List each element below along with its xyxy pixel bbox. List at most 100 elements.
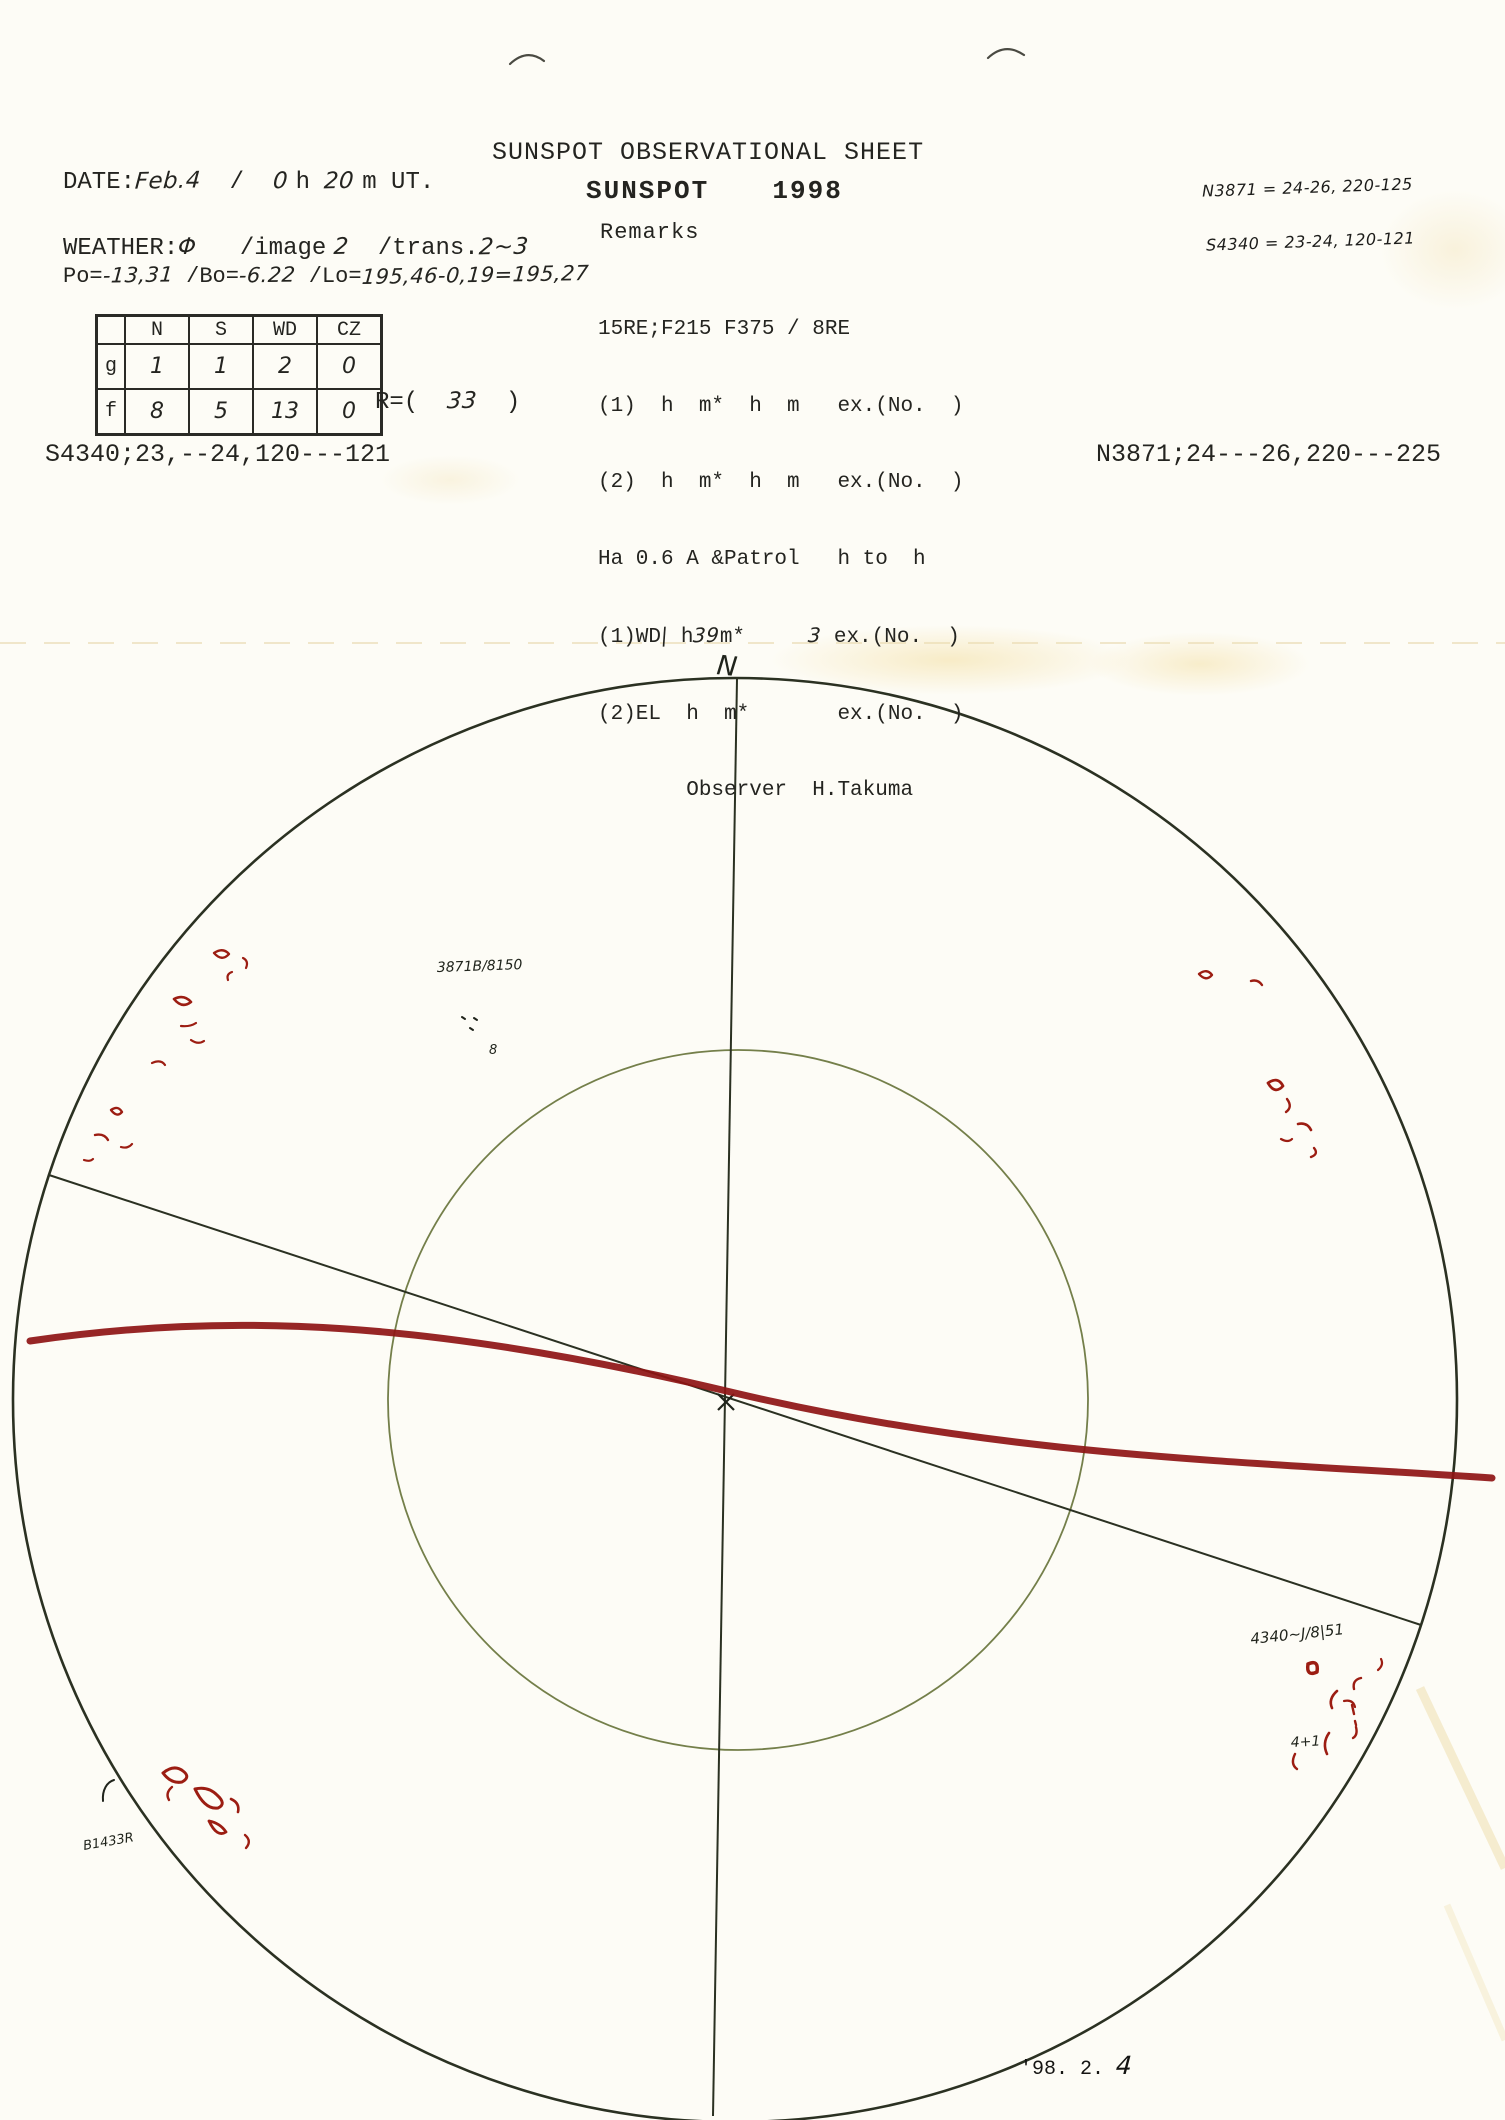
sunspot-mark: [109, 1106, 124, 1116]
typed-text: WEATHER:: [63, 235, 179, 262]
sunspot-mark: [179, 1021, 198, 1028]
diagram-label: B1433R: [82, 1830, 135, 1854]
remark-line: (1)WD| h39m* 3 ex.(No. ): [598, 623, 963, 651]
sunspot-mark: [1197, 970, 1214, 980]
punch-hole-mark: [986, 48, 1026, 60]
typed-text: Po=: [63, 264, 103, 289]
sunspot-mark: [207, 1819, 228, 1835]
col-header-s: S: [188, 314, 254, 345]
row-label-g: g: [95, 343, 126, 390]
date-stamp: '98. 2. 4: [972, 2028, 1134, 2104]
observer-line: Observer H.Takuma: [598, 778, 963, 804]
typed-text: 15RE;F215 F375 / 8RE: [598, 318, 851, 341]
weather-line: WEATHER:Φ /image 2 /trans.2~3: [63, 233, 530, 262]
diagram-label: 3871B/8150: [437, 957, 523, 976]
col-header-n: N: [124, 314, 190, 345]
table-corner-cell: [95, 314, 126, 345]
typed-text: m UT.: [362, 169, 435, 196]
punch-hole-mark: [508, 54, 546, 66]
typed-text: h: [295, 169, 325, 196]
sunspot-mark: [150, 1060, 167, 1067]
sunspot-mark: [1284, 1097, 1291, 1114]
sunspot-mark: [161, 1766, 189, 1784]
remark-line: (1) h m* h m ex.(No. ): [598, 394, 963, 420]
sunspot-mark: [1323, 1731, 1331, 1756]
diagram-label: 4+1: [1290, 1733, 1320, 1751]
typed-text: Observer H.Takuma: [598, 779, 914, 802]
sunspot-mark: [1279, 1137, 1294, 1143]
sunspot-mark: [241, 956, 249, 970]
handwritten-text: -6.22: [238, 262, 297, 288]
page-title: SUNSPOT OBSERVATIONAL SHEET: [492, 138, 925, 167]
sunspot-mark: [1342, 1699, 1357, 1709]
handwritten-text: 0: [271, 167, 297, 195]
typed-text: DATE:: [63, 169, 136, 196]
sunspot-mark: [1249, 979, 1264, 987]
remark-line: (2) h m* h m ex.(No. ): [598, 470, 963, 496]
sunspot-mark: [1352, 1676, 1363, 1691]
po-bo-lo-line: Po=-13,31 /Bo=-6.22 /Lo=195,46-0,19=195,…: [63, 261, 590, 289]
ink-mark: [461, 1016, 478, 1031]
typed-text: (1)WD: [598, 626, 662, 649]
date-line: DATE:Feb.4 / 0 h 20 m UT.: [63, 167, 435, 196]
typed-text: /trans.: [349, 235, 479, 262]
typed-text: Ha 0.6 A &Patrol h to h: [598, 547, 926, 571]
sunspot-mark: [172, 995, 193, 1007]
remark-line: Ha 0.6 A &Patrol h to h: [598, 547, 963, 573]
remarks-block: 15RE;F215 F375 / 8RE (1) h m* h m ex.(No…: [598, 266, 963, 855]
count-table: N S WD CZ g 1 1 2 0 f 8 5 13 0: [95, 314, 383, 436]
sunspot-mark: [119, 1142, 134, 1149]
sunspot-mark: [166, 1785, 174, 1802]
diagram-label: 4340~J/8|51: [1250, 1620, 1345, 1648]
handwritten-text: 3: [807, 622, 823, 648]
handwritten-text: 33: [446, 387, 478, 415]
handwritten-text: 195,46-0,19=195,27: [360, 261, 590, 289]
typed-text: (1) h m* h m ex.(No. ): [598, 394, 964, 418]
r-number-line: R=( 33 ): [375, 388, 520, 416]
table-row-g: g 1 1 2 0: [95, 343, 383, 390]
typed-text: h: [668, 626, 694, 649]
scan-streak: [1443, 1903, 1505, 2042]
sunspot-mark: [1296, 1122, 1313, 1132]
date-stamp-year: '98. 2.: [1020, 2058, 1117, 2081]
remark-line: 15RE;F215 F375 / 8RE: [598, 317, 963, 343]
table-header-row: N S WD CZ: [95, 314, 383, 345]
sunspot-mark: [82, 1157, 95, 1162]
cell-f-wd: 13: [252, 388, 318, 436]
cell-g-s: 1: [188, 343, 254, 390]
date-stamp-day: 4: [1115, 2050, 1134, 2081]
diagram-label: N: [715, 650, 738, 683]
cell-f-s: 5: [188, 388, 254, 436]
sunspot-mark: [212, 949, 231, 959]
typed-text: ex.(No. ): [821, 626, 960, 649]
cell-f-n: 8: [124, 388, 190, 436]
handwritten-text: 2~3: [477, 233, 530, 261]
sunspot-mark: [189, 1038, 206, 1044]
red-equator-line: [26, 1321, 1496, 1482]
sunspot-mark: [1309, 1146, 1318, 1159]
sunspot-mark: [243, 1833, 250, 1850]
handwritten-text: -13,31: [101, 262, 174, 288]
handwritten-text: Feb.4: [134, 167, 202, 195]
sunspot-mark: [93, 1133, 110, 1142]
typed-text: /Bo=: [172, 264, 239, 289]
cell-g-wd: 2: [252, 343, 318, 390]
typed-text: /Lo=: [295, 264, 362, 289]
center-cross-mark: [717, 1393, 735, 1411]
cell-g-n: 1: [124, 343, 190, 390]
remark-line: (2)EL h m* ex.(No. ): [598, 702, 963, 728]
typed-text: /image: [196, 235, 327, 262]
typed-text: m*: [719, 626, 809, 649]
remarks-label: Remarks: [600, 220, 700, 245]
solar-disk-circle: [11, 676, 1459, 2120]
east-west-line: [48, 1174, 1422, 1626]
sunspot-mark: [1266, 1078, 1285, 1092]
handwritten-text: Φ: [177, 233, 198, 261]
typed-note-n3871: N3871;24---26,220---225: [1096, 440, 1442, 469]
sunspot-mark: [1291, 1752, 1299, 1771]
ink-mark: [101, 1779, 115, 1802]
sunspot-mark: [1351, 1725, 1358, 1740]
typed-text: ): [477, 389, 521, 416]
col-header-cz: CZ: [316, 314, 383, 345]
